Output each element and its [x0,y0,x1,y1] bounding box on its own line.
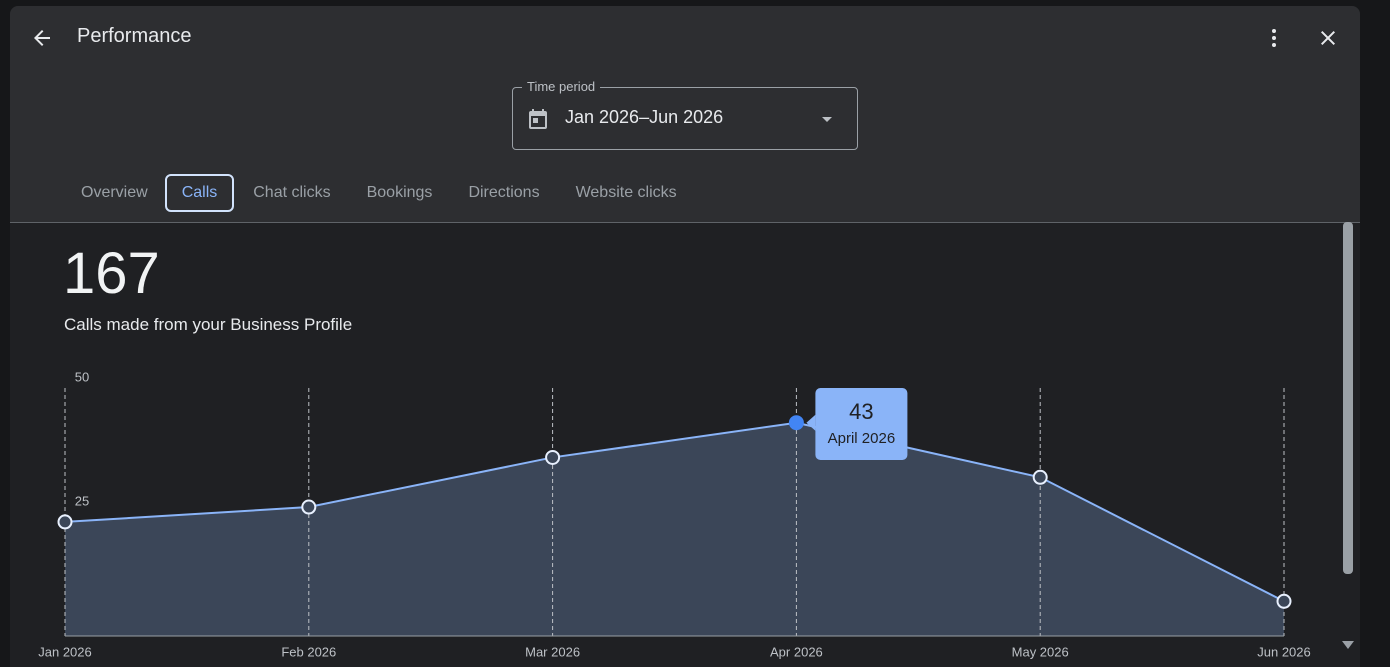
tab[interactable]: Calls [164,174,235,212]
scrollbar[interactable] [1341,222,1355,667]
data-point [1032,469,1048,485]
total-caption: Calls made from your Business Profile [64,315,353,334]
x-tick-label: Feb 2026 [281,644,336,659]
tooltip-value: 43 [849,399,873,424]
x-tick-label: Apr 2026 [770,644,823,659]
x-tick-label: May 2026 [1012,644,1069,659]
data-point [301,499,317,515]
tooltip-pointer [806,414,816,431]
dialog-header: Performance Time period Jan 2026–Jun 202… [10,6,1360,223]
time-period-select[interactable] [512,87,858,150]
dialog-title: Performance [77,25,192,47]
tab[interactable]: Directions [468,184,540,201]
dropdown-icon [822,117,832,122]
total-value: 167 [63,241,160,306]
tooltip-box [815,388,908,460]
y-tick-label: 50 [75,369,89,384]
calendar-icon [529,109,547,129]
y-tick-label: 25 [75,493,89,508]
back-button[interactable] [30,26,54,50]
tab[interactable]: Bookings [366,184,433,201]
time-period-value: Jan 2026–Jun 2026 [565,107,724,127]
close-button[interactable] [1316,26,1340,50]
x-tick-label: Jan 2026 [38,644,92,659]
data-point [1276,593,1292,609]
more-button[interactable] [1262,26,1286,50]
line [64,421,1285,603]
tab[interactable]: Chat clicks [253,184,331,201]
tab[interactable]: Overview [81,184,148,201]
area [65,422,1284,636]
tab[interactable]: Website clicks [575,184,677,201]
tooltip-label: April 2026 [828,430,896,447]
x-tick-label: Jun 2026 [1257,644,1311,659]
data-point [57,514,73,530]
tooltip: 43 April 2026 [806,388,908,460]
x-tick-label: Mar 2026 [525,644,580,659]
tab-bar: Overview Calls Chat clicks Bookings Directio… [72,174,704,212]
time-period-label: Time period [522,79,601,94]
data-point [545,449,561,465]
data-point [788,415,804,431]
